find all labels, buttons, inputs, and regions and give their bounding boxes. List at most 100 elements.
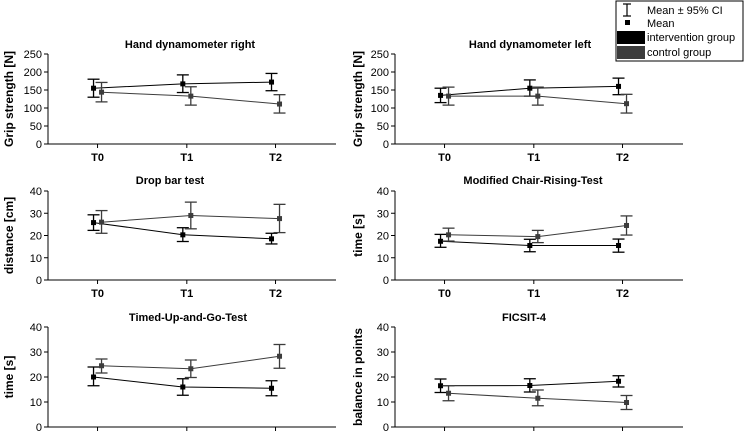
- x-tick-label: T0: [438, 288, 451, 300]
- mean-marker: [624, 101, 630, 107]
- mean-marker: [446, 232, 452, 238]
- y-tick-label: 250: [371, 49, 389, 61]
- y-axis-label: time [s]: [2, 356, 16, 399]
- x-tick-label: T2: [269, 288, 282, 300]
- x-tick-label: T2: [269, 152, 282, 164]
- y-tick-label: 0: [36, 139, 42, 151]
- y-tick-label: 20: [30, 231, 42, 243]
- mean-marker: [99, 219, 105, 225]
- y-tick-label: 0: [383, 139, 389, 151]
- y-tick-label: 40: [30, 186, 42, 198]
- mean-marker: [269, 236, 275, 242]
- chart-panel: Timed-Up-and-Go-Test010203040T0T1T2time …: [2, 312, 336, 433]
- x-tick-label: T0: [438, 152, 451, 164]
- mean-marker: [527, 85, 533, 91]
- x-tick-label: T2: [616, 288, 629, 300]
- legend-label-ci: Mean ± 95% CI: [647, 5, 723, 17]
- intervention-swatch: [617, 31, 645, 44]
- y-tick-label: 200: [24, 67, 42, 79]
- legend-label-intervention: intervention group: [647, 32, 735, 44]
- chart-title: Hand dynamometer left: [469, 39, 592, 51]
- chart-panel: FICSIT-4010203040T0T1T2balance in points: [351, 312, 683, 433]
- chart-title: FICSIT-4: [502, 312, 547, 324]
- y-tick-label: 30: [30, 208, 42, 220]
- legend-label-control: control group: [647, 47, 711, 59]
- mean-marker: [180, 384, 186, 390]
- y-axis-label: time [s]: [351, 214, 365, 257]
- mean-marker: [616, 243, 622, 249]
- mean-marker: [180, 232, 186, 238]
- mean-marker: [527, 383, 533, 388]
- x-tick-label: T1: [180, 152, 193, 164]
- mean-marker: [99, 363, 105, 369]
- mean-marker: [91, 85, 97, 91]
- mean-marker: [188, 212, 194, 218]
- chart-title: Hand dynamometer right: [125, 39, 256, 51]
- y-tick-label: 250: [24, 49, 42, 61]
- y-axis-label: Grip strength [N]: [2, 51, 16, 147]
- mean-marker: [624, 222, 630, 228]
- mean-marker: [535, 93, 541, 99]
- y-tick-label: 10: [30, 397, 42, 409]
- errorbar-icon: [623, 3, 631, 17]
- mean-marker: [527, 243, 533, 249]
- y-tick-label: 40: [377, 186, 389, 198]
- y-tick-label: 30: [377, 208, 389, 220]
- mean-marker: [188, 93, 194, 99]
- mean-marker: [277, 101, 283, 107]
- mean-marker: [277, 216, 283, 222]
- chart-panel: Hand dynamometer right 0 50 100 150 200 250 T0 T…: [2, 39, 336, 164]
- mean-marker: [616, 83, 622, 89]
- control-swatch: [617, 46, 645, 59]
- y-tick-label: 40: [377, 322, 389, 334]
- mean-marker: [438, 383, 444, 389]
- mean-marker: [91, 374, 97, 380]
- y-tick-label: 30: [377, 347, 389, 359]
- legend-label-mean: Mean: [647, 18, 675, 30]
- y-tick-label: 10: [377, 397, 389, 409]
- x-tick-label: T2: [616, 152, 629, 164]
- mean-marker: [180, 81, 186, 87]
- mean-marker: [91, 220, 97, 226]
- mean-marker: [269, 385, 275, 391]
- mean-marker: [535, 395, 541, 401]
- mean-marker: [446, 390, 452, 396]
- x-tick-label: T1: [527, 288, 540, 300]
- chart-panel: Hand dynamometer left 0 50 100 150 200 250 T0 T1…: [351, 39, 683, 164]
- chart-panel: Modified Chair-Rising-Test 0 10 20 30 40 T0 T1 T…: [351, 175, 683, 300]
- y-tick-label: 0: [36, 275, 42, 287]
- mean-marker: [438, 92, 444, 98]
- x-tick-label: T1: [527, 152, 540, 164]
- y-tick-label: 200: [371, 67, 389, 79]
- mean-marker: [535, 234, 541, 240]
- y-tick-label: 20: [377, 372, 389, 384]
- mean-marker: [624, 400, 630, 405]
- mean-marker: [446, 93, 452, 99]
- y-tick-label: 40: [30, 322, 42, 334]
- y-tick-label: 10: [30, 253, 42, 265]
- x-tick-label: T1: [180, 288, 193, 300]
- y-tick-label: 150: [24, 85, 42, 97]
- mean-marker: [277, 353, 283, 359]
- mean-marker-icon: [625, 20, 630, 25]
- y-tick-label: 100: [24, 103, 42, 115]
- y-tick-label: 0: [383, 275, 389, 287]
- y-tick-label: 30: [30, 347, 42, 359]
- y-tick-label: 100: [371, 103, 389, 115]
- y-axis-label: Grip strength [N]: [351, 51, 365, 147]
- y-tick-label: 0: [383, 422, 389, 433]
- chart-title: Timed-Up-and-Go-Test: [129, 312, 247, 324]
- y-tick-label: 150: [371, 85, 389, 97]
- x-tick-label: T0: [91, 288, 104, 300]
- y-tick-label: 50: [377, 121, 389, 133]
- y-tick-label: 20: [30, 372, 42, 384]
- mean-marker: [269, 79, 275, 85]
- y-axis-label: distance [cm]: [2, 197, 16, 274]
- legend: Mean ± 95% CI Mean intervention group co…: [615, 0, 744, 62]
- y-tick-label: 50: [30, 121, 42, 133]
- x-tick-label: T0: [91, 152, 104, 164]
- y-tick-label: 20: [377, 231, 389, 243]
- mean-marker: [616, 378, 622, 384]
